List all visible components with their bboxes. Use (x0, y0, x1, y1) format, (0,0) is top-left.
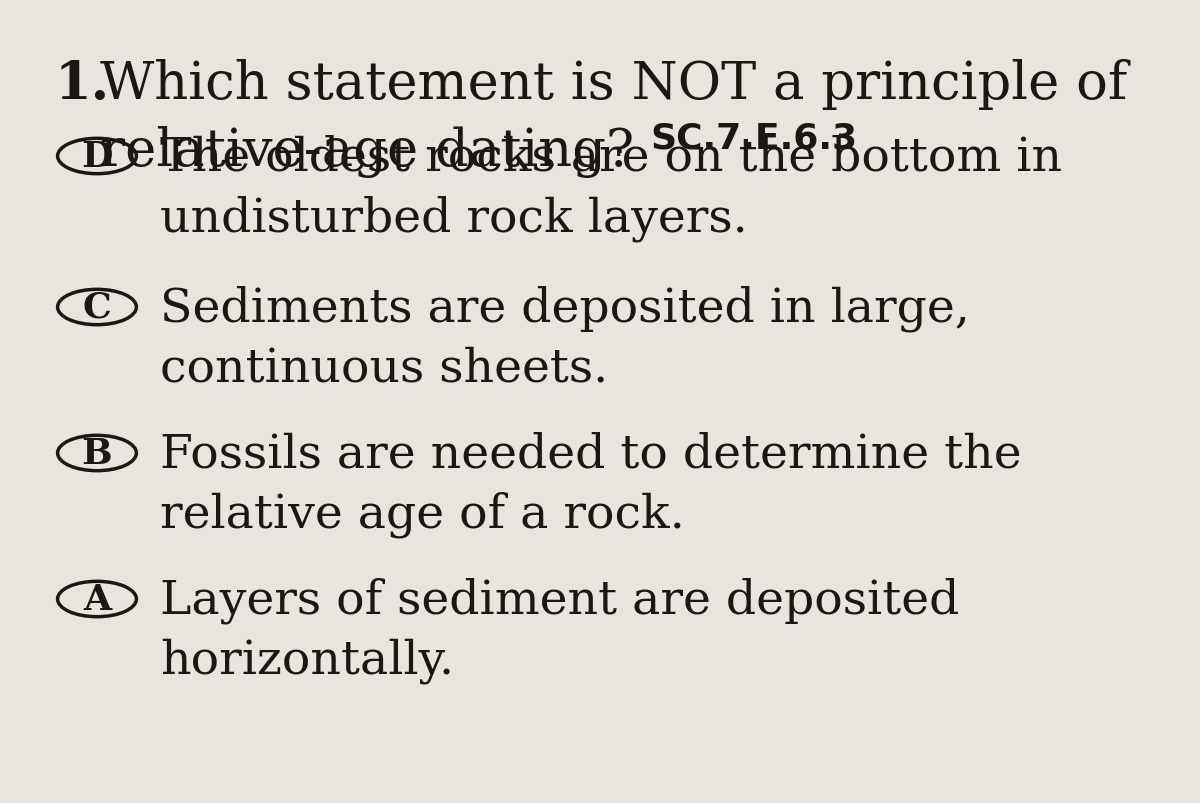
Text: C: C (83, 291, 112, 324)
Text: continuous sheets.: continuous sheets. (160, 345, 608, 391)
Text: D: D (82, 140, 113, 173)
Text: A: A (83, 582, 112, 616)
Text: relative-age dating?: relative-age dating? (100, 126, 667, 177)
Text: The oldest rocks are on the bottom in: The oldest rocks are on the bottom in (160, 135, 1062, 180)
Text: Sediments are deposited in large,: Sediments are deposited in large, (160, 286, 970, 332)
Text: SC.7.E.6.3: SC.7.E.6.3 (650, 122, 857, 156)
Text: Fossils are needed to determine the: Fossils are needed to determine the (160, 431, 1021, 477)
Text: B: B (82, 437, 113, 471)
Text: Which statement is NOT a principle of: Which statement is NOT a principle of (100, 59, 1127, 110)
Text: undisturbed rock layers.: undisturbed rock layers. (160, 195, 748, 241)
Text: Layers of sediment are deposited: Layers of sediment are deposited (160, 577, 959, 624)
Text: relative age of a rock.: relative age of a rock. (160, 491, 685, 538)
Text: 1.: 1. (55, 59, 110, 110)
Text: horizontally.: horizontally. (160, 638, 454, 683)
